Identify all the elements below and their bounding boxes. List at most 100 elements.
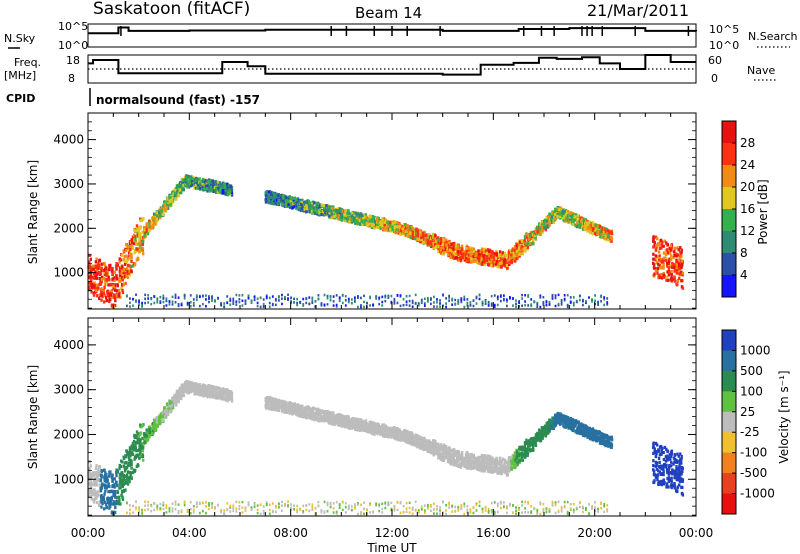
freq-left-label-2: [MHz] [4, 69, 36, 82]
velocity-cell [100, 486, 104, 490]
power-clutter-cell [281, 302, 283, 306]
power-cell [163, 200, 166, 204]
power-cell [660, 243, 663, 247]
power-clutter-cell [439, 305, 441, 308]
power-cell [605, 236, 608, 240]
power-cell [325, 209, 329, 213]
power-cell [437, 249, 440, 254]
power-cell [98, 266, 101, 270]
power-cell [531, 236, 534, 240]
power-cell [477, 261, 480, 265]
power-cell [407, 226, 410, 230]
power-clutter-cell [171, 295, 174, 299]
power-cell [409, 226, 412, 230]
velocity-cell [146, 438, 150, 442]
velocity-cell [114, 495, 117, 499]
velocity-cell [111, 479, 115, 483]
power-cell [93, 274, 97, 278]
power-cell [452, 244, 456, 248]
freq-right-label: Nave [747, 64, 775, 77]
power-cell [439, 246, 443, 250]
velocity-cell [169, 401, 172, 405]
power-cell [457, 247, 460, 251]
power-cell [465, 246, 468, 250]
power-cell [488, 259, 491, 263]
power-clutter-cell [360, 305, 362, 309]
power-cell [677, 264, 681, 268]
power-cell [119, 271, 122, 275]
power-cell [310, 209, 314, 214]
power-cell [122, 283, 126, 287]
power-cell [371, 223, 374, 227]
power-cell [415, 234, 418, 238]
power-cell [411, 230, 415, 234]
power-clutter-cell [445, 297, 447, 300]
power-cell [485, 255, 489, 259]
power-cell [678, 272, 681, 276]
power-cell [226, 186, 229, 190]
power-clutter-cell [268, 296, 271, 300]
velocity-cell [122, 455, 125, 459]
power-cell [107, 275, 110, 279]
power-colorbar-swatch [722, 253, 736, 276]
power-cell [93, 281, 96, 285]
power-cell [285, 198, 289, 202]
power-cell [414, 237, 417, 241]
power-cell [600, 228, 603, 233]
power-cell [516, 255, 519, 259]
velocity-cell [104, 489, 107, 493]
power-clutter-cell [244, 302, 247, 305]
power-cell [672, 250, 676, 254]
power-cell [95, 276, 99, 280]
velocity-cell [118, 480, 122, 484]
power-clutter-cell [189, 301, 192, 304]
power-cell [393, 226, 397, 230]
velocity-cell [97, 470, 101, 474]
power-cell [130, 256, 133, 260]
power-cell [467, 254, 470, 259]
power-cell [108, 264, 111, 268]
power-cell [665, 275, 669, 279]
power-cell [680, 259, 684, 263]
velocity-cell [133, 435, 136, 439]
power-cell [680, 248, 683, 252]
power-cell [289, 202, 293, 207]
power-cell [99, 272, 103, 276]
power-cell [315, 208, 318, 213]
power-clutter-cell [393, 302, 396, 305]
power-cell [121, 288, 124, 293]
power-cell [582, 225, 586, 229]
velocity-cell [105, 486, 108, 490]
power-cell [594, 227, 598, 232]
power-cell [212, 184, 215, 188]
power-cell [375, 216, 379, 221]
power-cell [145, 222, 148, 226]
power-cell [573, 218, 577, 222]
velocity-cell [132, 448, 136, 452]
power-cell [291, 205, 294, 210]
power-cell [656, 271, 659, 275]
power-cell [539, 230, 542, 234]
power-clutter-cell [506, 304, 508, 308]
power-cell [131, 246, 135, 250]
power-cell [113, 270, 116, 274]
power-cell [319, 207, 322, 211]
power-clutter-cell [557, 293, 560, 297]
power-cell [496, 265, 500, 269]
power-cell [487, 249, 491, 253]
power-cell [311, 200, 315, 204]
power-clutter-cell [183, 297, 186, 300]
power-cell [543, 226, 546, 230]
power-cell [97, 263, 101, 268]
power-cell [460, 244, 464, 248]
power-cell [316, 212, 319, 216]
power-cell [599, 234, 602, 239]
power-cell [129, 266, 132, 271]
velocity-cell [166, 412, 170, 416]
velocity-cell [106, 500, 109, 505]
power-cell [512, 251, 516, 255]
power-clutter-cell [232, 299, 235, 303]
power-clutter-cell [250, 301, 253, 305]
power-cell [294, 198, 298, 202]
